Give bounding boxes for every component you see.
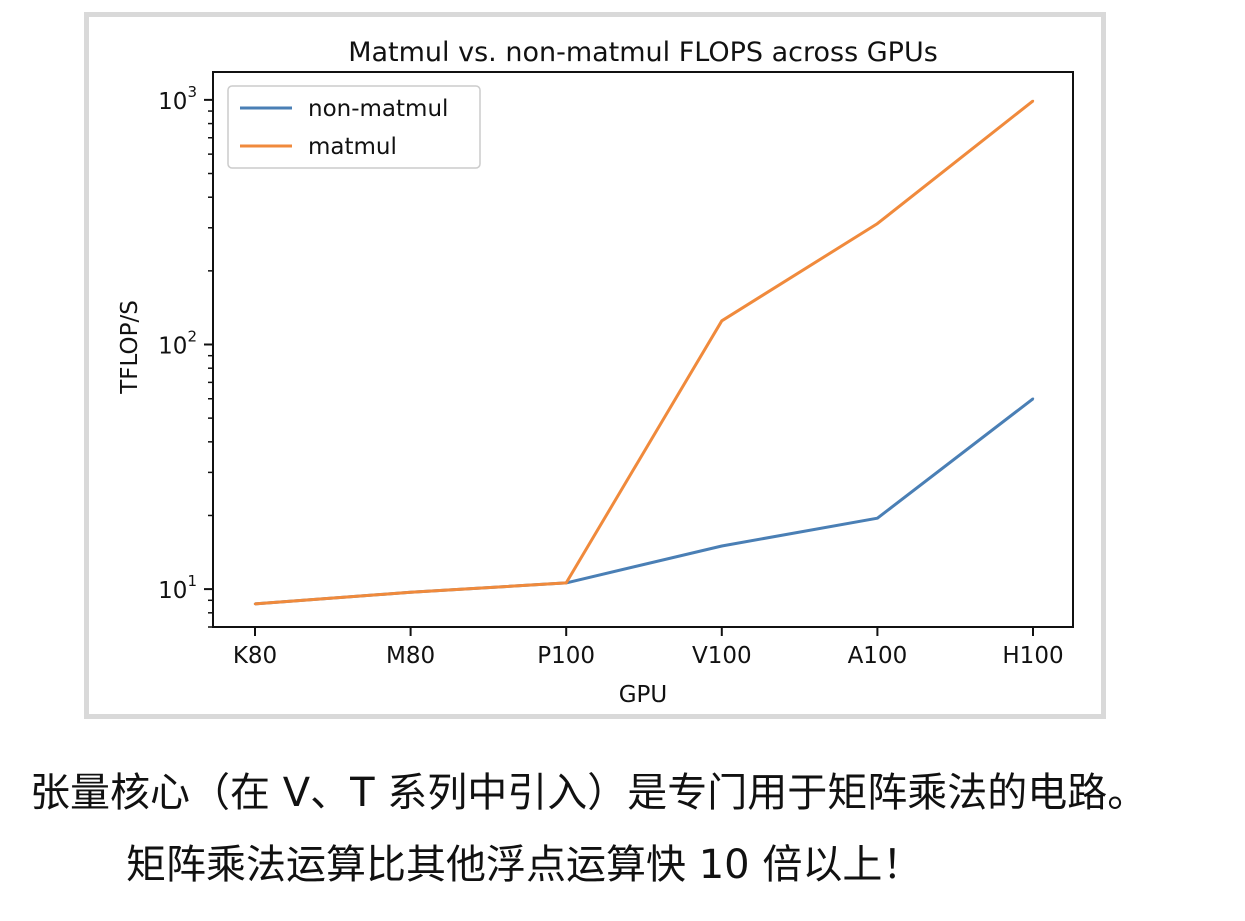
data-point-matmul: [409, 591, 412, 594]
y-axis-ticks: 101 102 103: [158, 83, 213, 628]
x-tick-label: K80: [233, 643, 277, 669]
data-point-non-matmul: [1031, 397, 1035, 400]
line-chart: Matmul vs. non-matmul FLOPS across GPUs …: [117, 37, 1074, 708]
y-tick-label: 101: [158, 572, 197, 604]
x-tick-label: M80: [386, 643, 435, 669]
data-point-matmul: [720, 319, 723, 322]
x-axis-label: GPU: [619, 682, 668, 708]
data-point-non-matmul: [876, 516, 879, 520]
chart-title: Matmul vs. non-matmul FLOPS across GPUs: [348, 37, 938, 68]
legend-label: matmul: [308, 134, 397, 160]
y-tick-label: 102: [158, 327, 197, 359]
legend: non-matmul matmul: [227, 85, 481, 169]
caption-line-2: 矩阵乘法运算比其他浮点运算快 10 倍以上！: [126, 842, 923, 888]
data-point-non-matmul: [720, 544, 723, 548]
y-axis-label: TFLOP/S: [117, 300, 143, 395]
data-point-matmul: [253, 602, 257, 606]
series-line-non-matmul: [254, 397, 1034, 606]
x-tick-label: A100: [848, 643, 908, 669]
data-point-matmul: [1031, 99, 1035, 103]
legend-label: non-matmul: [308, 96, 448, 122]
x-tick-label: V100: [692, 643, 752, 669]
x-tick-label: H100: [1002, 643, 1063, 669]
series-lines: [253, 99, 1035, 606]
plot-area: [212, 71, 1074, 628]
data-point-matmul: [565, 581, 568, 585]
x-tick-label: P100: [537, 643, 595, 669]
y-tick-label: 103: [158, 83, 197, 115]
caption-line-1: 张量核心（在 V、T 系列中引入）是专门用于矩阵乘法的电路。: [30, 770, 1148, 816]
data-point-matmul: [876, 222, 879, 225]
chart-frame: Matmul vs. non-matmul FLOPS across GPUs …: [84, 12, 1106, 719]
x-axis-ticks: K80 M80 P100 V100 A100 H100: [233, 627, 1064, 669]
series-line-matmul: [254, 99, 1034, 606]
